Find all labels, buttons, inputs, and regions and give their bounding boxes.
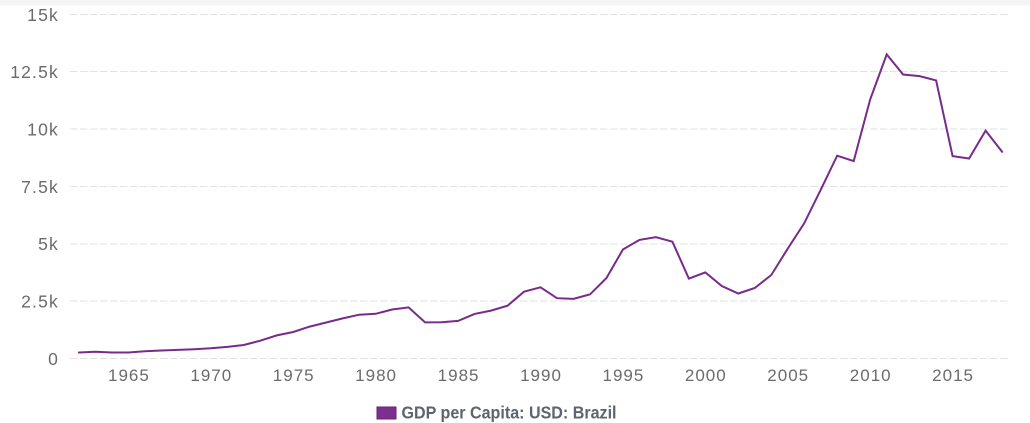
svg-text:1975: 1975 [273,366,315,385]
svg-text:2015: 2015 [932,366,974,385]
svg-text:5k: 5k [38,234,59,254]
svg-text:1990: 1990 [520,366,562,385]
svg-text:12.5k: 12.5k [10,62,59,82]
svg-text:2010: 2010 [850,366,892,385]
svg-text:1980: 1980 [355,366,397,385]
svg-text:1970: 1970 [190,366,232,385]
svg-text:0: 0 [48,349,59,369]
svg-text:2000: 2000 [685,366,727,385]
svg-text:2.5k: 2.5k [21,291,59,311]
svg-text:1965: 1965 [108,366,150,385]
svg-text:10k: 10k [27,119,59,139]
svg-text:7.5k: 7.5k [21,177,59,197]
svg-text:GDP per Capita: USD: Brazil: GDP per Capita: USD: Brazil [402,403,617,423]
svg-text:15k: 15k [27,5,59,25]
svg-text:1995: 1995 [602,366,644,385]
svg-text:1985: 1985 [438,366,480,385]
svg-text:2005: 2005 [767,366,809,385]
